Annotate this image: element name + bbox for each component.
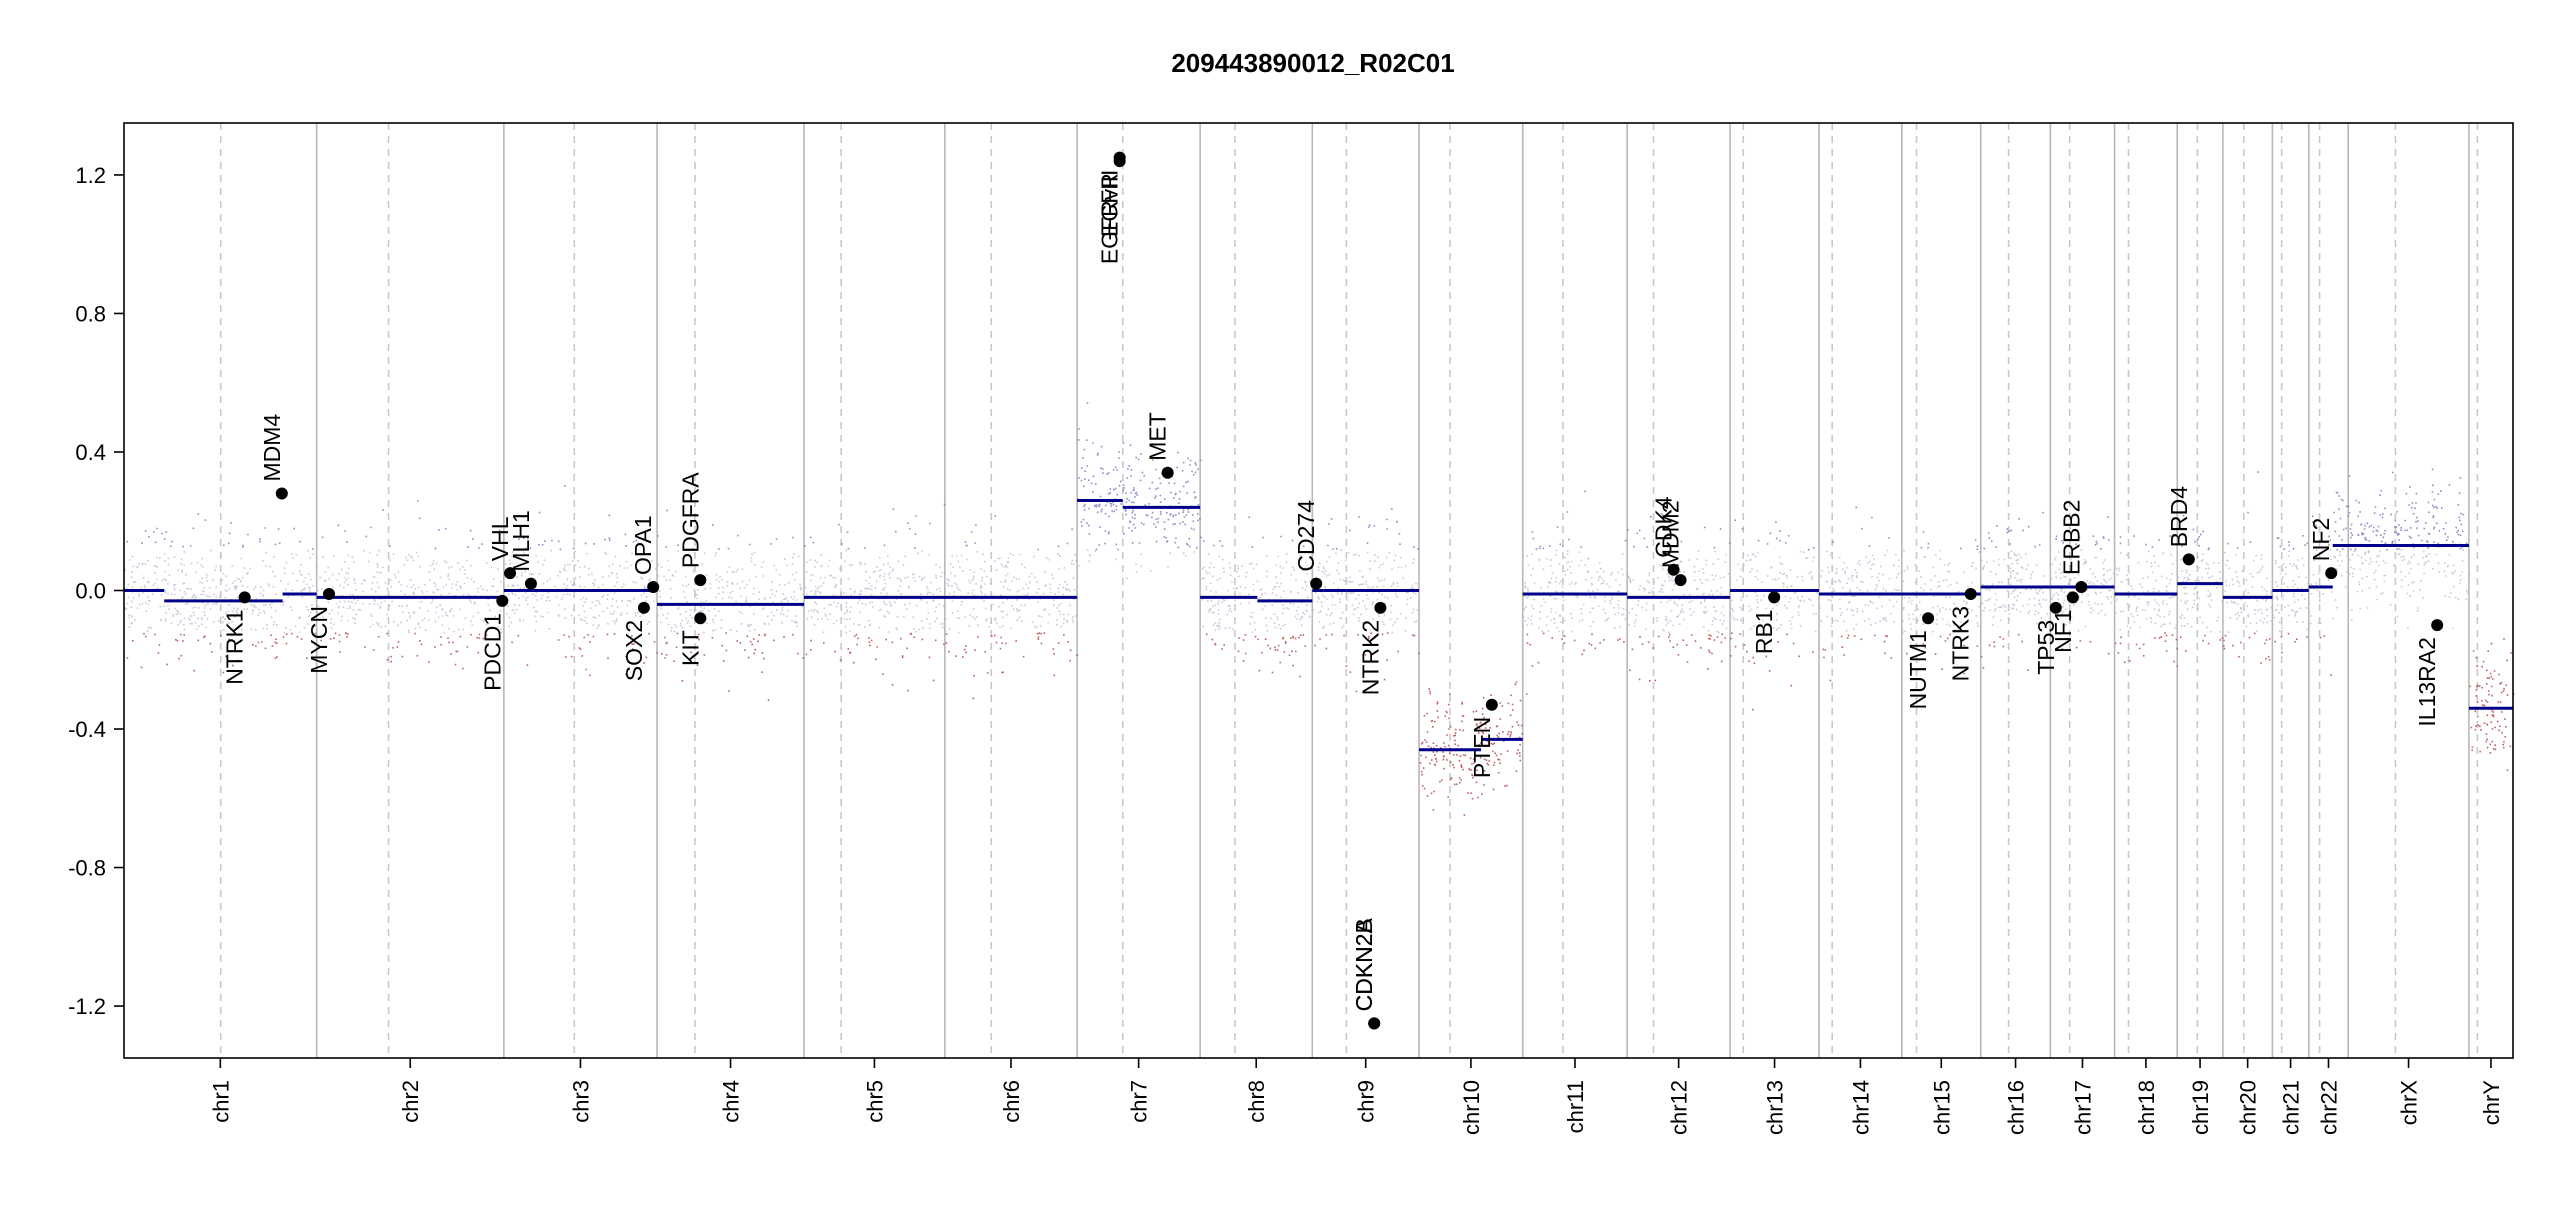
gene-label: MDM4 [259, 414, 285, 482]
chromosome-label: chr5 [862, 1080, 887, 1123]
gene-label: TP53 [2033, 620, 2059, 675]
gene-label: CDK4 [1651, 496, 1677, 558]
chromosome-label: chr16 [2004, 1080, 2029, 1135]
gene-point [1161, 466, 1174, 479]
gene-point [1674, 574, 1687, 587]
gene-label: CDKN2B [1351, 918, 1377, 1011]
gene-label: IL13RA2 [2414, 637, 2440, 727]
chromosome-label: chr20 [2236, 1080, 2261, 1135]
gene-point [323, 587, 336, 600]
gene-point [496, 594, 509, 607]
gene-point [647, 581, 660, 594]
chromosome-label: chr11 [1563, 1080, 1588, 1133]
gene-label: KIT [677, 630, 703, 666]
gene-label: CDKN2A [1351, 917, 1377, 1011]
chromosome-label: chr12 [1667, 1080, 1692, 1135]
chromosome-label: chr7 [1127, 1080, 1152, 1123]
gene-point [275, 487, 288, 500]
gene-label: NF1 [2050, 609, 2076, 652]
gene-label: EGFRvIII [1097, 170, 1123, 265]
gene-label: NTRK2 [1357, 620, 1383, 695]
gene-point [1113, 151, 1126, 164]
chromosome-label: chr17 [2071, 1080, 2096, 1135]
y-tick-label: -0.8 [68, 856, 106, 881]
y-tick-label: 0.8 [75, 301, 106, 326]
chromosome-label: chr13 [1763, 1080, 1788, 1135]
gene-label: MET [1145, 412, 1171, 461]
chromosome-label: chr4 [719, 1080, 744, 1123]
gene-label: VHL [487, 516, 513, 561]
gene-point [504, 567, 517, 580]
chromosome-label: chrX [2397, 1080, 2422, 1126]
gene-point [2182, 553, 2195, 566]
gene-label: NTRK3 [1948, 606, 1974, 681]
axes: -1.2 -0.8 -0.4 0.0 0.4 0.8 1.2 chr1 chr2 chr3 chr4… [68, 122, 2514, 1135]
gene-point [1768, 591, 1781, 604]
gene-label: PDCD1 [479, 613, 505, 691]
gene-label: CD274 [1293, 500, 1319, 572]
gene-label: PDGFRA [677, 472, 703, 569]
gene-point [637, 601, 650, 614]
y-tick-label: -0.4 [68, 717, 106, 742]
y-tick-label: 0.4 [75, 440, 106, 465]
gene-point [1310, 577, 1323, 590]
gene-label: RB1 [1751, 609, 1777, 654]
gene-label: NTRK1 [222, 609, 248, 684]
chromosome-lines [219, 123, 2479, 1058]
gene-label: OPA1 [630, 515, 656, 575]
chromosome-label: chr19 [2188, 1080, 2213, 1135]
gene-point [1485, 698, 1498, 711]
gene-point [1964, 587, 1977, 600]
chromosome-label: chr14 [1848, 1080, 1873, 1135]
gene-point [1922, 612, 1935, 625]
gene-label: ERBB2 [2058, 500, 2084, 575]
gene-label: BRD4 [2166, 486, 2192, 548]
chart-title: 209443890012_R02C01 [1171, 48, 1454, 78]
gene-point [2066, 591, 2079, 604]
gene-label: MDM2 [1658, 500, 1684, 568]
gene-label: NF2 [2308, 518, 2334, 561]
chromosome-label: chr2 [398, 1080, 423, 1123]
y-tick-label: 0.0 [75, 579, 106, 604]
gene-point [1368, 1017, 1381, 1030]
gene-label: MLH1 [508, 510, 534, 571]
chromosome-label: chr1 [208, 1080, 233, 1123]
gene-point [694, 574, 707, 587]
gene-label: MYCN [306, 606, 332, 674]
gene-label: EGFR [1097, 173, 1123, 237]
gene-label: NUTM1 [1905, 630, 1931, 709]
chromosome-label: chrY [2479, 1080, 2504, 1126]
gene-point [238, 591, 251, 604]
gene-point [694, 612, 707, 625]
gene-label: SOX2 [621, 620, 647, 681]
gene-point [2431, 619, 2444, 632]
gene-point [1667, 563, 1680, 576]
chromosome-label: chr21 [2279, 1080, 2304, 1135]
gene-point [2049, 601, 2062, 614]
gene-label: PTEN [1469, 717, 1495, 778]
gene-point [524, 577, 537, 590]
gene-point [2325, 567, 2338, 580]
chromosome-label: chr3 [568, 1080, 593, 1123]
y-tick-label: -1.2 [68, 994, 106, 1019]
chromosome-label: chr6 [999, 1080, 1024, 1123]
chromosome-label: chr22 [2317, 1080, 2342, 1135]
chromosome-label: chr18 [2134, 1080, 2159, 1135]
gene-point [1374, 601, 1387, 614]
chromosome-label: chr8 [1244, 1080, 1269, 1123]
y-tick-label: 1.2 [75, 163, 106, 188]
gene-point [2075, 581, 2088, 594]
chromosome-label: chr10 [1459, 1080, 1484, 1135]
chromosome-label: chr9 [1354, 1080, 1379, 1123]
chromosome-label: chr15 [1929, 1080, 1954, 1135]
